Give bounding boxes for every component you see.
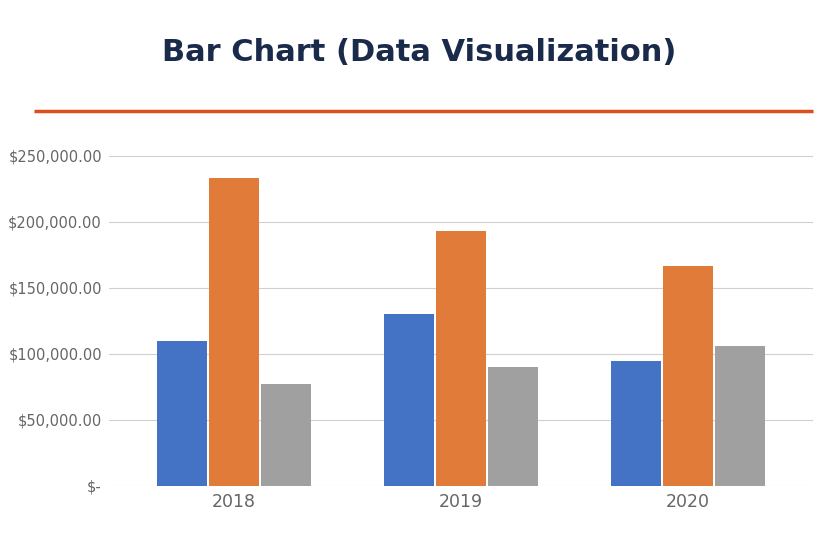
Bar	[436, 231, 486, 486]
Bar	[209, 178, 259, 486]
Bar	[261, 384, 311, 486]
Bar	[715, 346, 765, 486]
Bar	[384, 314, 433, 486]
Bar	[663, 266, 713, 486]
Text: Bar Chart (Data Visualization): Bar Chart (Data Visualization)	[162, 38, 676, 67]
Bar	[489, 367, 538, 486]
Bar	[611, 361, 660, 486]
Bar	[157, 341, 207, 486]
